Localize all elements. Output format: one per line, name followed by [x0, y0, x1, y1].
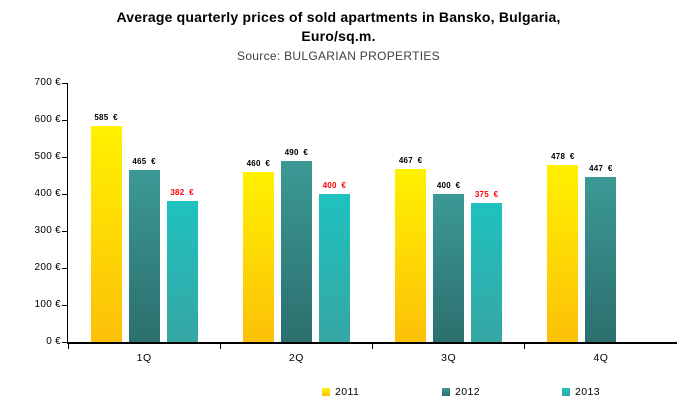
- y-tick-label: 400 €: [34, 188, 61, 199]
- legend-label: 2011: [335, 386, 360, 398]
- bar-slot: 375 €: [471, 83, 503, 342]
- legend-swatch-icon: [322, 388, 330, 396]
- bar-value-label: 465 €: [132, 157, 156, 166]
- chart-header: Average quarterly prices of sold apartme…: [0, 8, 677, 64]
- y-tick-label: 0 €: [46, 336, 61, 347]
- legend-item-2013: 2013: [562, 386, 677, 398]
- bar-2011: [242, 172, 274, 342]
- x-tick-mark: [219, 344, 221, 349]
- bar-value-label: 585 €: [94, 113, 118, 122]
- bar-value-label: 460 €: [246, 159, 271, 168]
- bar-value-label: 478 €: [551, 152, 575, 161]
- chart-subtitle: Source: BULGARIAN PROPERTIES: [237, 49, 440, 63]
- bar-slot: 467 €: [395, 83, 427, 342]
- legend-label: 2013: [575, 386, 600, 398]
- y-tick-label: 600 €: [34, 114, 61, 125]
- bar-group: 585 € 465 € 382 €: [68, 83, 220, 342]
- bar-value-label: 447 €: [589, 164, 613, 173]
- bar-2013: [166, 201, 198, 342]
- y-tick-mark: [62, 341, 68, 343]
- y-tick-label: 300 €: [34, 225, 61, 236]
- bar-value-label: 400 €: [322, 181, 347, 190]
- x-category-label: 3Q: [441, 352, 457, 364]
- bar-group: 467 € 400 € 375 €: [373, 83, 525, 342]
- bar-2012: [128, 170, 160, 342]
- bar-2011: [90, 126, 122, 342]
- bar-2012: [585, 177, 617, 342]
- bar-slot: 478 €: [547, 83, 579, 342]
- bar-slot: 400 €: [318, 83, 350, 342]
- bar-slot: 447 €: [585, 83, 617, 342]
- x-category-label: 2Q: [288, 352, 304, 364]
- bar-2011: [395, 169, 427, 342]
- y-tick-mark: [62, 267, 68, 269]
- y-tick-mark: [62, 156, 68, 158]
- y-tick-mark: [62, 82, 68, 84]
- x-category-label: 4Q: [593, 352, 609, 364]
- chart-title-line-2: Euro/sq.m.: [301, 28, 376, 44]
- x-category-label: 1Q: [136, 352, 152, 364]
- y-tick-mark: [62, 230, 68, 232]
- bar-2012: [280, 161, 312, 342]
- bar-slot: 490 €: [280, 83, 312, 342]
- bar-slot: 400 €: [433, 83, 465, 342]
- bar-2013: [318, 194, 350, 342]
- bar-value-label: 400 €: [436, 181, 461, 190]
- y-tick-label: 200 €: [34, 262, 61, 273]
- bar-slot: 585 €: [90, 83, 122, 342]
- bar-group: 460 € 490 € 400 €: [220, 83, 372, 342]
- y-tick-mark: [62, 119, 68, 121]
- y-tick-label: 500 €: [34, 151, 61, 162]
- legend-swatch-icon: [562, 388, 570, 396]
- bar-value-label: 490 €: [284, 148, 309, 157]
- plot-area: 0 € 100 € 200 € 300 € 400 € 500 € 600 € 700 € 1Q…: [34, 77, 677, 364]
- bar-slot: [623, 83, 654, 342]
- y-tick-label: 100 €: [34, 299, 61, 310]
- bar-value-label: 382 €: [170, 188, 194, 197]
- bar-2013: [471, 203, 503, 342]
- legend: 2011 2012 2013: [322, 386, 677, 398]
- bar-value-label: 375 €: [474, 190, 499, 199]
- bar-value-label: 467 €: [398, 156, 423, 165]
- bar-group: 478 € 447 €: [525, 83, 677, 342]
- x-tick-mark: [372, 344, 373, 349]
- y-tick-label: 700 €: [34, 77, 61, 88]
- bar-slot: 382 €: [166, 83, 198, 342]
- legend-label: 2012: [455, 386, 480, 398]
- bar-2012: [433, 194, 465, 342]
- y-tick-mark: [62, 304, 68, 306]
- legend-item-2012: 2012: [442, 386, 562, 398]
- x-tick-mark: [524, 344, 526, 349]
- bar-slot: 460 €: [242, 83, 274, 342]
- legend-swatch-icon: [442, 388, 450, 396]
- legend-item-2011: 2011: [322, 386, 442, 398]
- y-tick-mark: [62, 193, 68, 195]
- bar-slot: 465 €: [128, 83, 160, 342]
- bar-2011: [547, 165, 579, 342]
- x-tick-mark: [67, 344, 69, 349]
- chart-title-line-1: Average quarterly prices of sold apartme…: [116, 9, 561, 25]
